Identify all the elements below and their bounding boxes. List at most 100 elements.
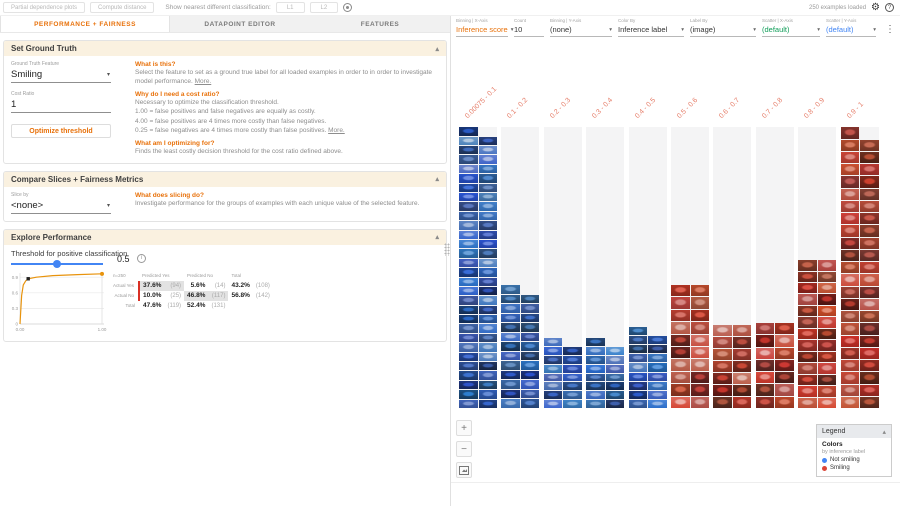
datapoint-thumbnail[interactable] bbox=[840, 188, 860, 200]
datapoint-thumbnail[interactable] bbox=[775, 335, 794, 347]
datapoint-thumbnail[interactable] bbox=[478, 230, 497, 239]
datapoint-thumbnail[interactable] bbox=[586, 364, 605, 373]
datapoint-thumbnail[interactable] bbox=[520, 313, 540, 323]
datapoint-thumbnail[interactable] bbox=[459, 202, 478, 211]
datapoint-thumbnail[interactable] bbox=[478, 362, 497, 371]
datapoint-thumbnail[interactable] bbox=[459, 315, 478, 324]
datapoint-thumbnail[interactable] bbox=[605, 373, 625, 382]
datapoint-thumbnail[interactable] bbox=[501, 323, 520, 332]
datapoint-thumbnail[interactable] bbox=[755, 335, 775, 347]
datapoint-thumbnail[interactable] bbox=[713, 373, 732, 384]
datapoint-thumbnail[interactable] bbox=[690, 371, 709, 384]
datapoint-thumbnail[interactable] bbox=[860, 286, 879, 298]
datapoint-thumbnail[interactable] bbox=[860, 384, 879, 396]
datapoint-thumbnail[interactable] bbox=[732, 325, 752, 336]
zoom-out-button[interactable]: − bbox=[456, 441, 472, 457]
datapoint-thumbnail[interactable] bbox=[501, 313, 520, 323]
datapoint-thumbnail[interactable] bbox=[563, 382, 582, 391]
datapoint-thumbnail[interactable] bbox=[586, 373, 605, 382]
control-color-by[interactable]: Color By Inference label ▾ bbox=[618, 18, 684, 37]
datapoint-thumbnail[interactable] bbox=[755, 396, 775, 408]
datapoint-thumbnail[interactable] bbox=[501, 361, 520, 370]
datapoint-thumbnail[interactable] bbox=[798, 260, 817, 271]
datapoint-thumbnail[interactable] bbox=[775, 323, 794, 335]
datapoint-thumbnail[interactable] bbox=[459, 268, 478, 277]
datapoint-thumbnail[interactable] bbox=[605, 355, 625, 364]
datapoint-thumbnail[interactable] bbox=[459, 371, 478, 380]
datapoint-thumbnail[interactable] bbox=[478, 174, 497, 183]
datapoint-thumbnail[interactable] bbox=[798, 363, 817, 374]
datapoint-thumbnail[interactable] bbox=[586, 355, 605, 364]
datapoint-thumbnail[interactable] bbox=[840, 286, 860, 298]
more-link[interactable]: More. bbox=[328, 127, 345, 135]
datapoint-thumbnail[interactable] bbox=[690, 384, 709, 396]
datapoint-thumbnail[interactable] bbox=[459, 211, 478, 221]
datapoint-thumbnail[interactable] bbox=[478, 239, 497, 249]
datapoint-thumbnail[interactable] bbox=[671, 359, 690, 371]
partial-dependence-plots-button[interactable]: Partial dependence plots bbox=[3, 2, 86, 13]
datapoint-thumbnail[interactable] bbox=[732, 349, 752, 360]
datapoint-thumbnail[interactable] bbox=[459, 362, 478, 371]
datapoint-thumbnail[interactable] bbox=[732, 385, 752, 396]
tab-features[interactable]: FEATURES bbox=[360, 20, 400, 28]
panel-resize-handle[interactable] bbox=[444, 243, 450, 256]
datapoint-thumbnail[interactable] bbox=[628, 345, 648, 354]
datapoint-thumbnail[interactable] bbox=[840, 139, 860, 151]
datapoint-thumbnail[interactable] bbox=[478, 268, 497, 277]
l2-button[interactable]: L2 bbox=[309, 2, 339, 13]
datapoint-thumbnail[interactable] bbox=[817, 317, 837, 328]
datapoint-thumbnail[interactable] bbox=[732, 373, 752, 384]
datapoint-thumbnail[interactable] bbox=[840, 262, 860, 274]
datapoint-thumbnail[interactable] bbox=[671, 309, 690, 322]
datapoint-thumbnail[interactable] bbox=[648, 354, 667, 363]
datapoint-thumbnail[interactable] bbox=[840, 176, 860, 188]
datapoint-thumbnail[interactable] bbox=[860, 360, 879, 372]
datapoint-thumbnail[interactable] bbox=[860, 372, 879, 384]
datapoint-thumbnail[interactable] bbox=[459, 230, 478, 239]
datapoint-thumbnail[interactable] bbox=[543, 400, 563, 408]
datapoint-thumbnail[interactable] bbox=[817, 351, 837, 363]
datapoint-thumbnail[interactable] bbox=[478, 390, 497, 399]
datapoint-thumbnail[interactable] bbox=[459, 174, 478, 183]
control-value[interactable]: (image) ▾ bbox=[690, 25, 756, 37]
datapoint-thumbnail[interactable] bbox=[798, 340, 817, 351]
datapoint-thumbnail[interactable] bbox=[690, 359, 709, 371]
datapoint-thumbnail[interactable] bbox=[501, 332, 520, 342]
datapoint-thumbnail[interactable] bbox=[671, 384, 690, 396]
datapoint-thumbnail[interactable] bbox=[860, 396, 879, 408]
datapoint-thumbnail[interactable] bbox=[501, 342, 520, 351]
datapoint-thumbnail[interactable] bbox=[520, 399, 540, 408]
datapoint-thumbnail[interactable] bbox=[775, 347, 794, 359]
datapoint-thumbnail[interactable] bbox=[860, 225, 879, 237]
datapoint-thumbnail[interactable] bbox=[860, 311, 879, 323]
datapoint-thumbnail[interactable] bbox=[459, 249, 478, 258]
cost-ratio-input[interactable]: 1 bbox=[11, 98, 111, 113]
datapoint-thumbnail[interactable] bbox=[520, 332, 540, 342]
datapoint-thumbnail[interactable] bbox=[501, 370, 520, 380]
datapoint-thumbnail[interactable] bbox=[817, 271, 837, 283]
datapoint-thumbnail[interactable] bbox=[671, 334, 690, 347]
datapoint-thumbnail[interactable] bbox=[798, 317, 817, 328]
datapoint-thumbnail[interactable] bbox=[840, 360, 860, 372]
datapoint-thumbnail[interactable] bbox=[690, 322, 709, 334]
datapoint-thumbnail[interactable] bbox=[459, 333, 478, 343]
datapoint-thumbnail[interactable] bbox=[817, 363, 837, 374]
datapoint-thumbnail[interactable] bbox=[459, 343, 478, 352]
datapoint-thumbnail[interactable] bbox=[817, 397, 837, 408]
datapoint-thumbnail[interactable] bbox=[840, 298, 860, 310]
datapoint-thumbnail[interactable] bbox=[563, 373, 582, 382]
datapoint-thumbnail[interactable] bbox=[563, 346, 582, 355]
datapoint-thumbnail[interactable] bbox=[605, 364, 625, 373]
datapoint-thumbnail[interactable] bbox=[671, 396, 690, 408]
datapoint-thumbnail[interactable] bbox=[713, 337, 732, 348]
target-icon[interactable] bbox=[343, 3, 353, 12]
datapoint-thumbnail[interactable] bbox=[817, 386, 837, 397]
legend-header[interactable]: Legend ▴ bbox=[817, 425, 891, 438]
datapoint-thumbnail[interactable] bbox=[628, 354, 648, 363]
datapoint-thumbnail[interactable] bbox=[648, 363, 667, 372]
datapoint-thumbnail[interactable] bbox=[648, 372, 667, 381]
control-binning-y-axis[interactable]: Binning | Y-Axis (none) ▾ bbox=[550, 18, 612, 37]
datapoint-thumbnail[interactable] bbox=[628, 399, 648, 408]
datapoint-thumbnail[interactable] bbox=[586, 391, 605, 400]
datapoint-thumbnail[interactable] bbox=[478, 333, 497, 343]
